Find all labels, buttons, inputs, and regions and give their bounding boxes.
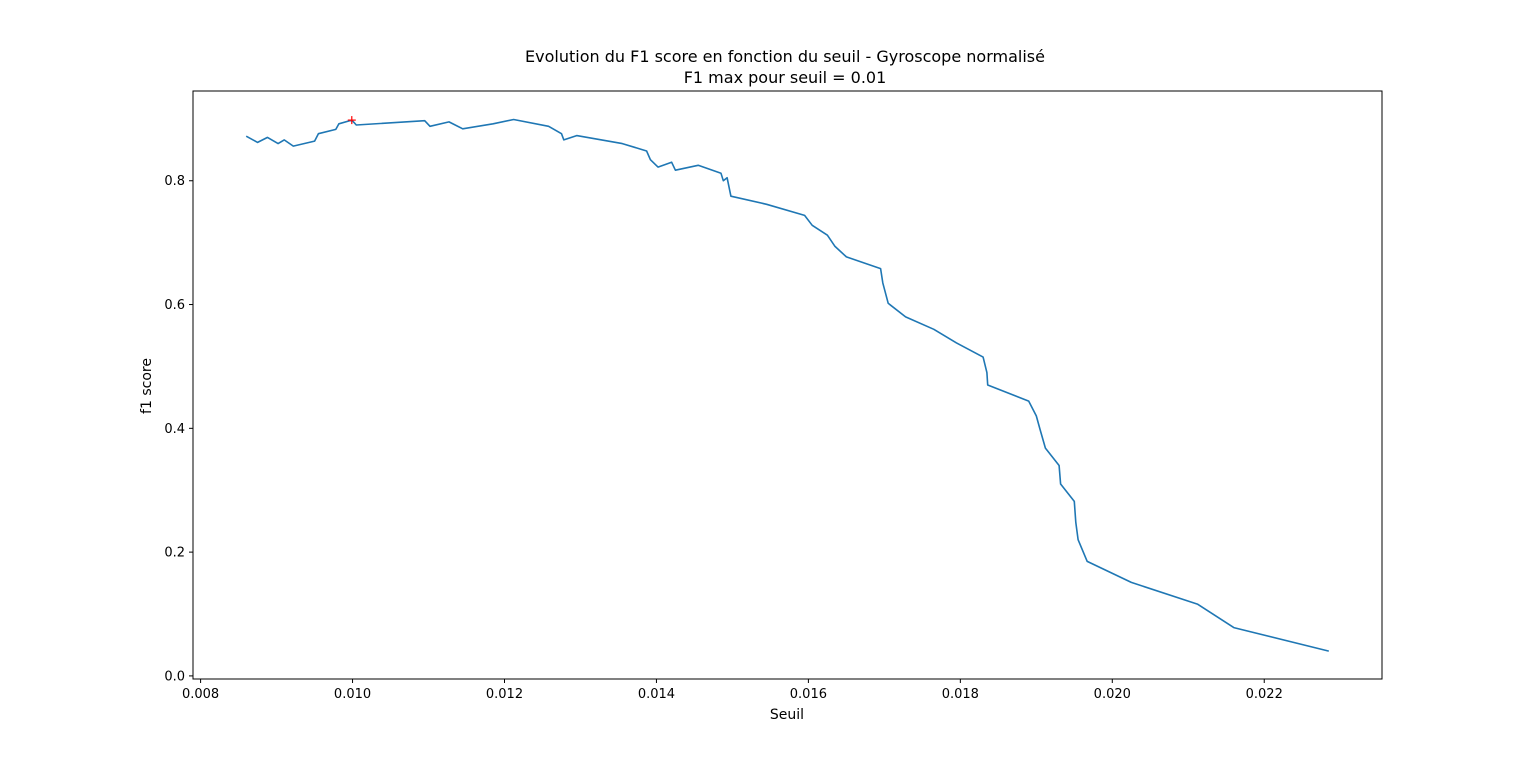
y-tick-label: 0.2 (164, 546, 185, 561)
max-f1-marker (347, 116, 356, 125)
y-tick-label: 0.8 (164, 174, 185, 189)
y-axis: 0.0 0.2 0.4 0.6 0.8 (164, 174, 193, 684)
series-line-f1 (245, 118, 1329, 652)
x-tick-label: 0.018 (942, 687, 979, 702)
chart-title-line1: Evolution du F1 score en fonction du seu… (525, 47, 1045, 66)
x-tick-label: 0.014 (638, 687, 675, 702)
y-tick-label: 0.0 (164, 669, 185, 684)
x-axis: 0.008 0.010 0.012 0.014 0.016 0.018 0.020 0.022 (182, 679, 1283, 702)
y-axis-label: f1 score (139, 358, 155, 414)
x-tick-label: 0.020 (1094, 687, 1131, 702)
x-tick-label: 0.012 (486, 687, 523, 702)
marker-layer (347, 116, 356, 125)
x-tick-label: 0.010 (334, 687, 371, 702)
x-tick-label: 0.016 (790, 687, 827, 702)
series-layer (245, 118, 1329, 652)
x-tick-label: 0.008 (182, 687, 219, 702)
y-tick-label: 0.4 (164, 422, 185, 437)
x-tick-label: 0.022 (1246, 687, 1283, 702)
chart-title-line2: F1 max pour seuil = 0.01 (684, 68, 887, 87)
x-axis-label: Seuil (770, 707, 804, 723)
y-tick-label: 0.6 (164, 298, 185, 313)
plot-area-frame (192, 90, 1383, 680)
